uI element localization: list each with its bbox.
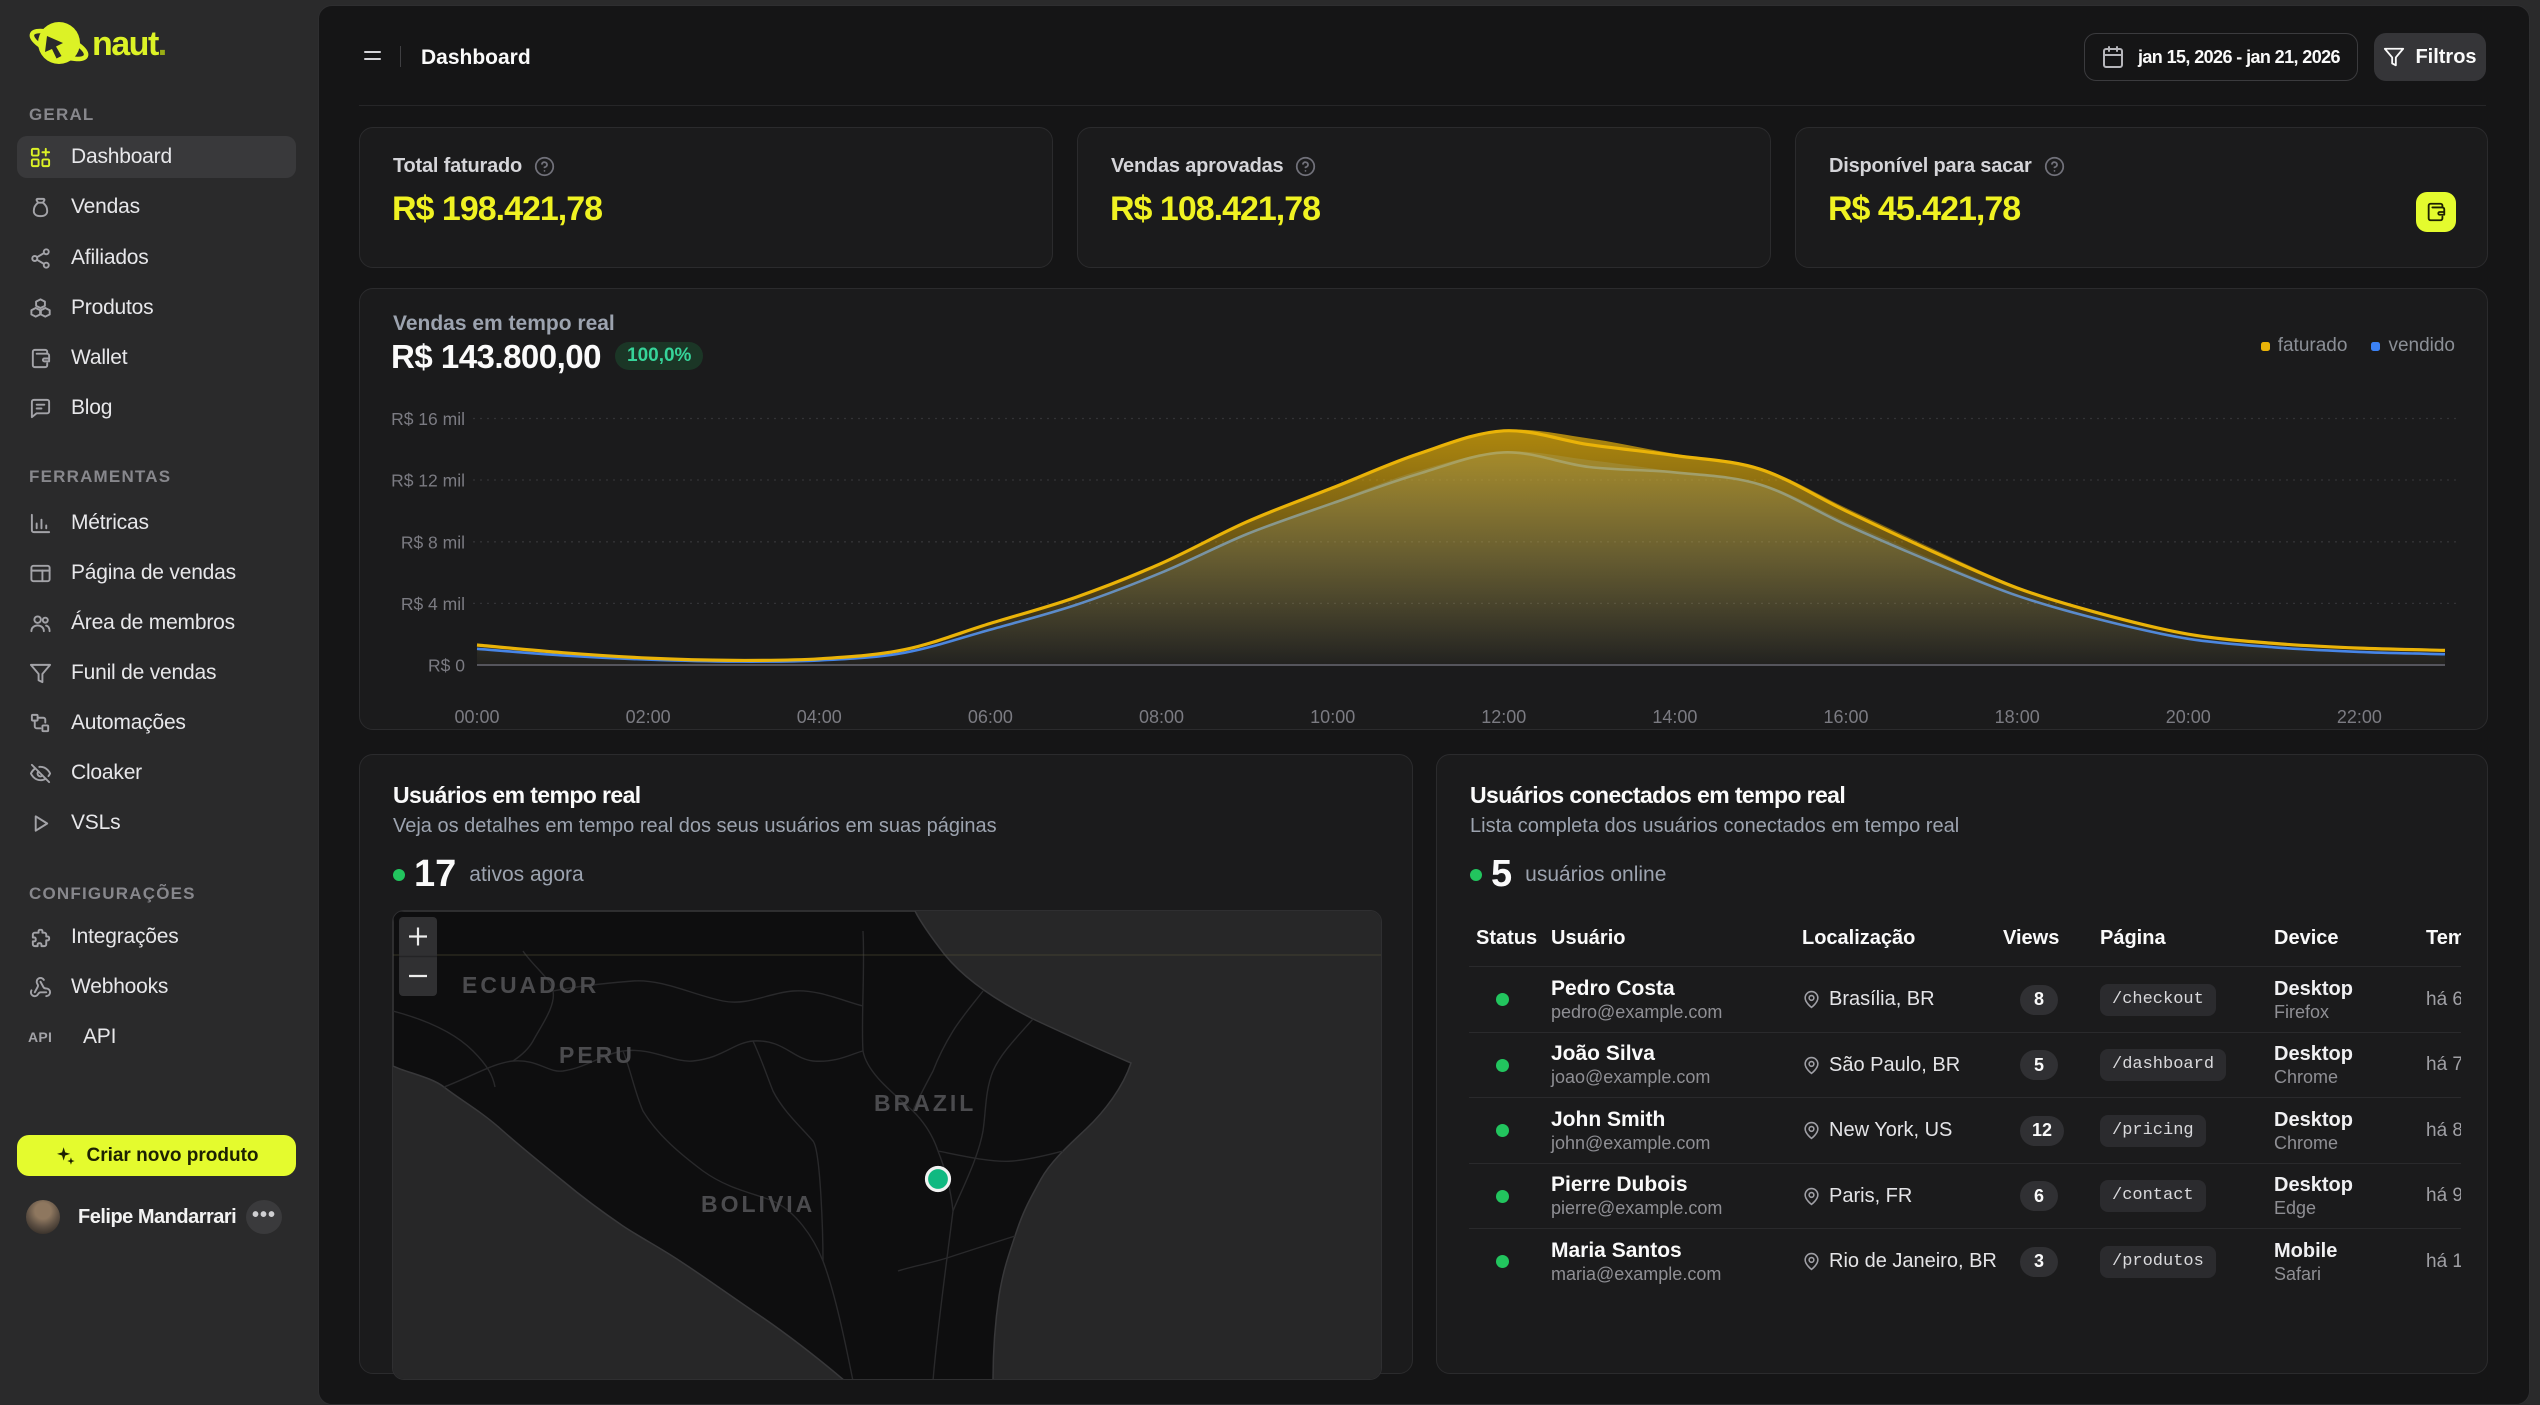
svg-text:12:00: 12:00 xyxy=(1481,707,1526,727)
svg-text:14:00: 14:00 xyxy=(1652,707,1697,727)
svg-text:PERU: PERU xyxy=(559,1042,635,1068)
svg-text:00:00: 00:00 xyxy=(454,707,499,727)
svg-text:18:00: 18:00 xyxy=(1995,707,2040,727)
svg-text:ECUADOR: ECUADOR xyxy=(462,972,599,998)
svg-text:R$ 12 mil: R$ 12 mil xyxy=(391,471,465,491)
svg-text:R$ 8 mil: R$ 8 mil xyxy=(401,532,465,552)
svg-text:20:00: 20:00 xyxy=(2166,707,2211,727)
svg-text:BRAZIL: BRAZIL xyxy=(874,1090,976,1116)
svg-text:04:00: 04:00 xyxy=(797,707,842,727)
svg-text:06:00: 06:00 xyxy=(968,707,1013,727)
svg-text:22:00: 22:00 xyxy=(2337,707,2382,727)
svg-text:10:00: 10:00 xyxy=(1310,707,1355,727)
svg-text:R$ 16 mil: R$ 16 mil xyxy=(391,409,465,429)
svg-text:16:00: 16:00 xyxy=(1823,707,1868,727)
svg-text:R$ 4 mil: R$ 4 mil xyxy=(401,594,465,614)
svg-text:BOLIVIA: BOLIVIA xyxy=(701,1191,815,1217)
svg-text:R$ 0: R$ 0 xyxy=(428,656,465,676)
svg-text:02:00: 02:00 xyxy=(626,707,671,727)
svg-text:08:00: 08:00 xyxy=(1139,707,1184,727)
